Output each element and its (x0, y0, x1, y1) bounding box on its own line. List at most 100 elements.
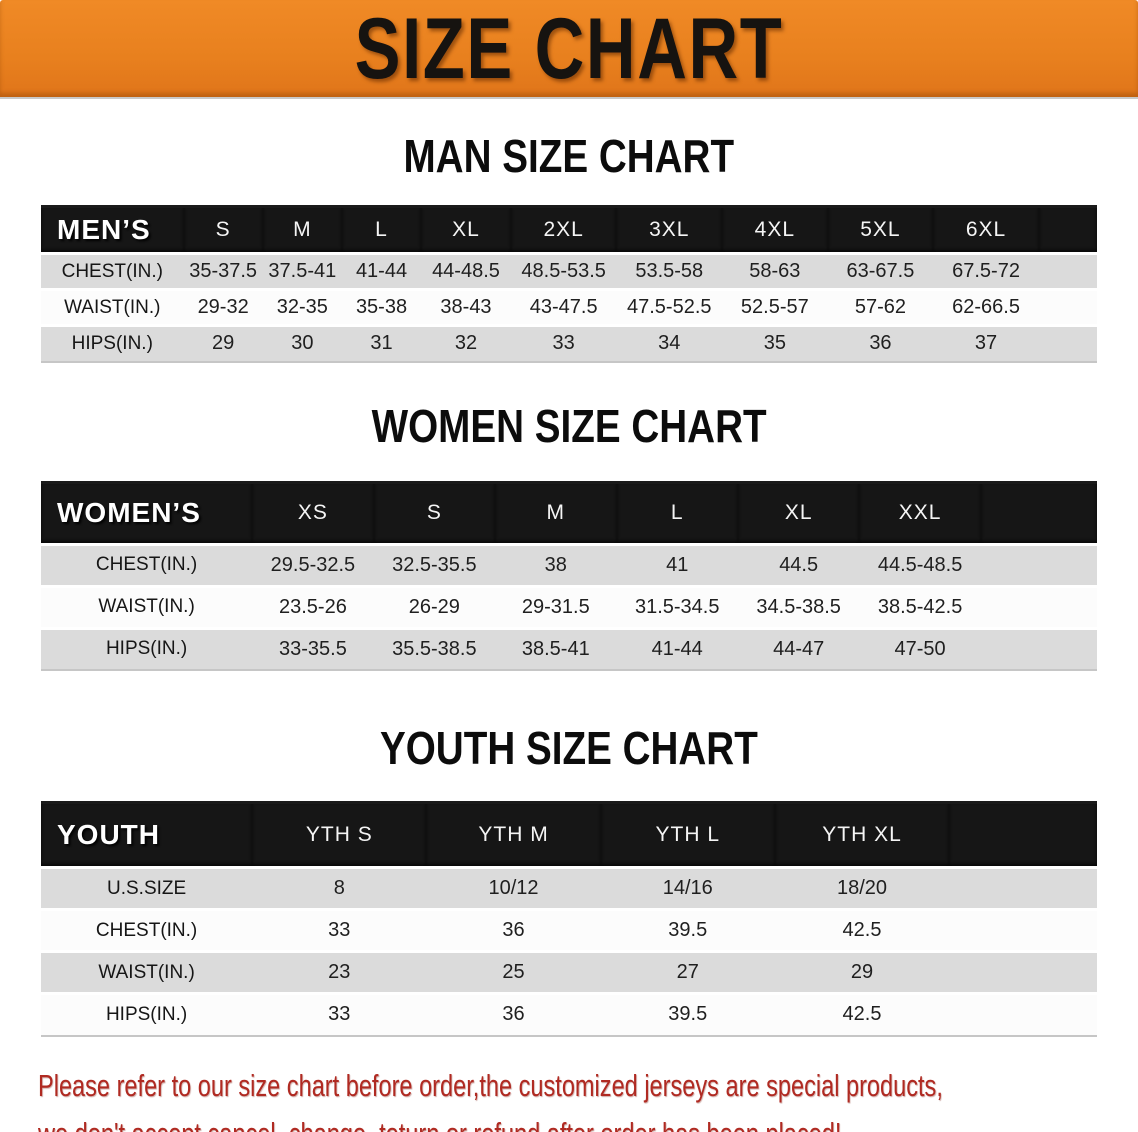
men-chest-in-value-6xl: 67.5-72 (933, 252, 1039, 290)
youth-row-chest-in: CHEST(IN.) 33 36 39.5 42.5 (41, 908, 1097, 952)
women-chest-in-value-s: 32.5-35.5 (373, 542, 496, 586)
women-row-label-waist-in: WAIST(IN.) (41, 584, 253, 628)
youth-chest-in-value-yth-l: 39.5 (600, 908, 775, 952)
women-col-header-s: S (373, 482, 496, 546)
men-hips-in-value-4xl: 35 (722, 324, 828, 362)
men-chest-in-value-4xl: 58-63 (722, 252, 828, 290)
disclaimer: Please refer to our size chart before or… (0, 1065, 1138, 1132)
men-row-spacer-cell (1038, 288, 1097, 326)
men-waist-in-value-s: 29-32 (183, 288, 263, 326)
youth-u-s-size-value-yth-xl: 18/20 (774, 866, 950, 910)
youth-row-spacer-cell (949, 950, 1097, 994)
men-waist-in-value-xl: 38-43 (421, 288, 511, 326)
women-row-spacer-cell (980, 626, 1097, 670)
men-waist-in-value-4xl: 52.5-57 (722, 288, 828, 326)
men-hips-in-value-2xl: 33 (510, 324, 617, 362)
women-col-header-l: L (616, 482, 738, 546)
women-row-spacer-cell (980, 584, 1097, 628)
youth-u-s-size-value-yth-s: 8 (252, 866, 427, 910)
men-waist-in-value-6xl: 62-66.5 (933, 288, 1039, 326)
women-size-section: WOMEN SIZE CHART WOMEN’S XS S M L XL XXL CHEST(… (0, 363, 1138, 671)
women-hips-in-value-xs: 33-35.5 (252, 626, 374, 670)
women-col-header-spacer (980, 482, 1097, 546)
women-size-table: WOMEN’S XS S M L XL XXL CHEST(IN.) 29.5-32.5 32.5… (41, 480, 1097, 671)
women-waist-in-value-xl: 34.5-38.5 (737, 584, 860, 628)
women-row-waist-in: WAIST(IN.) 23.5-26 26-29 29-31.5 31.5-34.5 34… (41, 584, 1097, 628)
youth-hips-in-value-yth-m: 36 (426, 992, 601, 1036)
men-hips-in-value-3xl: 34 (616, 324, 723, 362)
men-waist-in-value-m: 32-35 (262, 288, 342, 326)
women-chest-in-value-xs: 29.5-32.5 (252, 542, 374, 586)
youth-col-header-spacer (949, 802, 1097, 869)
men-col-header-m: M (262, 206, 342, 255)
youth-col-header-yth-l: YTH L (600, 802, 775, 869)
men-chest-in-value-xl: 44-48.5 (421, 252, 511, 290)
women-hips-in-value-xl: 44-47 (737, 626, 860, 670)
men-chest-in-value-l: 41-44 (341, 252, 422, 290)
men-chest-in-value-3xl: 53.5-58 (616, 252, 723, 290)
men-header-row: MEN’S S M L XL 2XL 3XL 4XL 5XL 6XL (41, 206, 1097, 255)
men-row-spacer-cell (1038, 324, 1097, 362)
youth-row-hips-in: HIPS(IN.) 33 36 39.5 42.5 (41, 992, 1097, 1036)
women-section-heading: WOMEN SIZE CHART (0, 399, 1138, 453)
men-col-header-2xl: 2XL (510, 206, 617, 255)
youth-chest-in-value-yth-s: 33 (252, 908, 427, 952)
youth-waist-in-value-yth-m: 25 (426, 950, 601, 994)
women-hips-in-value-m: 38.5-41 (495, 626, 617, 670)
men-chest-in-value-s: 35-37.5 (183, 252, 263, 290)
youth-chest-in-value-yth-m: 36 (426, 908, 601, 952)
men-row-hips-in: HIPS(IN.) 29 30 31 32 33 34 35 36 37 (41, 324, 1097, 362)
youth-col-header-yth-xl: YTH XL (774, 802, 950, 869)
women-waist-in-value-m: 29-31.5 (495, 584, 617, 628)
youth-section-heading-text: YOUTH SIZE CHART (380, 722, 758, 774)
men-row-chest-in: CHEST(IN.) 35-37.5 37.5-41 41-44 44-48.5 48.5… (41, 252, 1097, 290)
men-section-heading: MAN SIZE CHART (0, 129, 1138, 183)
women-row-chest-in: CHEST(IN.) 29.5-32.5 32.5-35.5 38 41 44.5 44.5… (41, 542, 1097, 586)
men-size-table: MEN’S S M L XL 2XL 3XL 4XL 5XL 6XL CHEST(IN.) 35-37… (41, 205, 1097, 363)
men-col-header-s: S (183, 206, 263, 255)
men-chest-in-value-2xl: 48.5-53.5 (510, 252, 617, 290)
disclaimer-paragraph-2: we don't accept cancel, change, teturn o… (38, 1113, 1138, 1132)
women-col-header-xxl: XXL (859, 482, 981, 546)
banner: SIZE CHART (0, 0, 1138, 99)
men-row-spacer-cell (1038, 252, 1097, 290)
women-waist-in-value-xs: 23.5-26 (252, 584, 374, 628)
disclaimer-line-1: Please refer to our size chart before or… (38, 1067, 943, 1103)
youth-waist-in-value-yth-xl: 29 (774, 950, 950, 994)
youth-size-table: YOUTH YTH S YTH M YTH L YTH XL U.S.SIZE 8 10/12… (41, 801, 1097, 1037)
women-hips-in-value-l: 41-44 (616, 626, 738, 670)
women-hips-in-value-xxl: 47-50 (859, 626, 981, 670)
disclaimer-paragraph-1: Please refer to our size chart before or… (38, 1065, 1138, 1113)
men-col-header-xl: XL (421, 206, 511, 255)
banner-title: SIZE CHART (354, 0, 784, 97)
women-section-heading-text: WOMEN SIZE CHART (371, 399, 767, 452)
women-table-title: WOMEN’S (41, 482, 253, 546)
women-chest-in-value-xxl: 44.5-48.5 (859, 542, 981, 586)
men-hips-in-value-5xl: 36 (827, 324, 934, 362)
youth-col-header-yth-m: YTH M (426, 802, 601, 869)
men-size-section: MAN SIZE CHART MEN’S S M L XL 2XL 3XL 4XL 5XL 6XL… (0, 99, 1138, 363)
youth-hips-in-value-yth-s: 33 (252, 992, 427, 1036)
youth-hips-in-value-yth-xl: 42.5 (774, 992, 950, 1036)
youth-section-heading: YOUTH SIZE CHART (0, 721, 1138, 775)
men-section-heading-text: MAN SIZE CHART (403, 130, 735, 182)
women-col-header-xl: XL (737, 482, 860, 546)
women-chest-in-value-xl: 44.5 (737, 542, 860, 586)
men-table-title: MEN’S (41, 206, 184, 255)
women-chest-in-value-l: 41 (616, 542, 738, 586)
men-hips-in-value-xl: 32 (421, 324, 511, 362)
men-row-label-hips-in: HIPS(IN.) (41, 324, 184, 362)
youth-size-section: YOUTH SIZE CHART YOUTH YTH S YTH M YTH L YTH… (0, 671, 1138, 1037)
men-hips-in-value-6xl: 37 (933, 324, 1039, 362)
women-row-hips-in: HIPS(IN.) 33-35.5 35.5-38.5 38.5-41 41-44 44-… (41, 626, 1097, 670)
women-hips-in-value-s: 35.5-38.5 (373, 626, 496, 670)
women-waist-in-value-xxl: 38.5-42.5 (859, 584, 981, 628)
women-chest-in-value-m: 38 (495, 542, 617, 586)
men-col-header-l: L (341, 206, 422, 255)
women-col-header-xs: XS (252, 482, 374, 546)
women-waist-in-value-l: 31.5-34.5 (616, 584, 738, 628)
women-row-label-chest-in: CHEST(IN.) (41, 542, 253, 586)
men-col-header-5xl: 5XL (827, 206, 934, 255)
men-col-header-3xl: 3XL (616, 206, 723, 255)
